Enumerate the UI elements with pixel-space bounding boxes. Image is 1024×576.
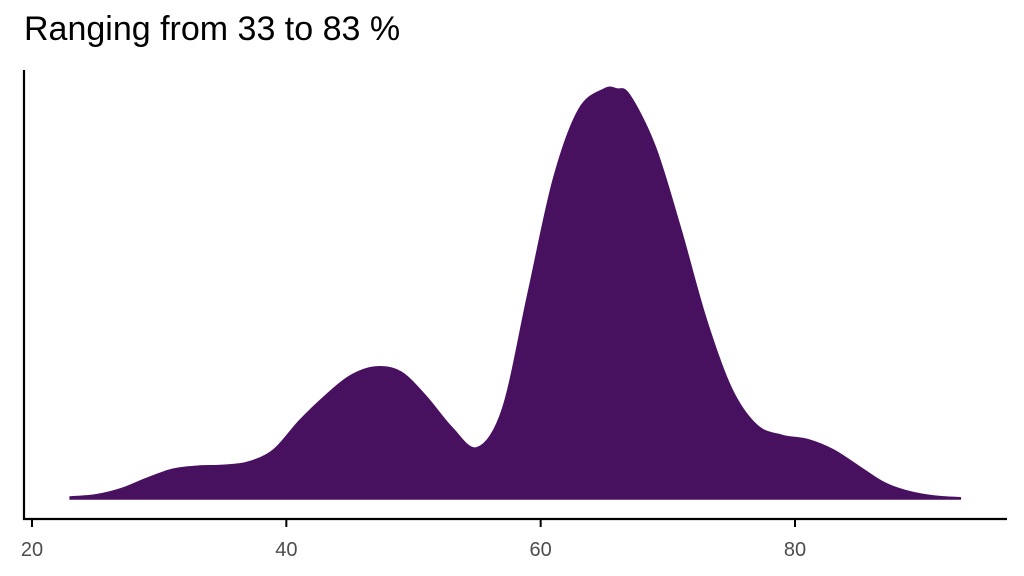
x-tick-label: 20	[21, 539, 43, 561]
x-tick-label: 60	[530, 539, 552, 561]
x-axis-ticks: 20 40 60 80	[21, 520, 806, 561]
density-area	[69, 86, 962, 500]
x-tick-label: 40	[275, 539, 297, 561]
chart-title: Ranging from 33 to 83 %	[24, 10, 401, 48]
x-tick-label: 80	[784, 539, 806, 561]
plot-area	[69, 86, 962, 500]
